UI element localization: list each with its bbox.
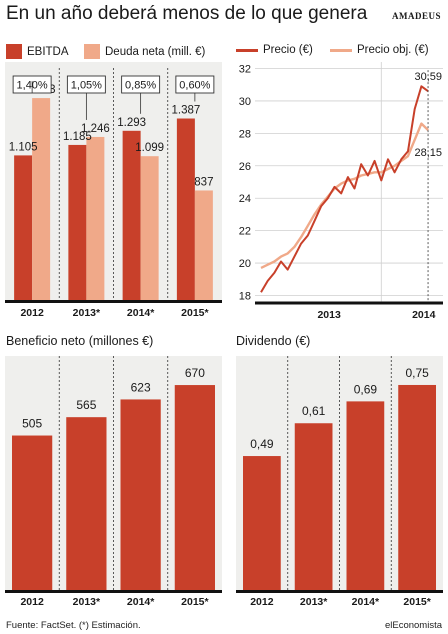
x-tick-label: 2013 <box>317 309 341 321</box>
y-tick-label: 28 <box>239 128 251 140</box>
x-tick-label: 2012 <box>20 596 44 608</box>
legend-swatch-deuda <box>84 44 100 59</box>
ebitda-panel <box>5 62 222 300</box>
dividendo-axis-rule <box>236 590 443 593</box>
x-tick-label: 2013* <box>73 596 101 608</box>
page-title: En un año deberá menos de lo que genera <box>6 3 368 24</box>
brand-logo: amadeus <box>391 7 441 22</box>
x-tick-label: 2015* <box>181 307 209 319</box>
source-note: Fuente: FactSet. (*) Estimación. <box>6 620 141 631</box>
publisher-credit: elEconomista <box>384 620 442 631</box>
ebitda-axis-rule <box>5 300 222 303</box>
legend-label-precio: Precio (€) <box>263 44 313 56</box>
legend-label-precio-obj: Precio obj. (€) <box>357 44 429 56</box>
precio-obj-line <box>260 122 429 269</box>
x-tick-label: 2014* <box>352 596 380 608</box>
dividendo-panel <box>236 356 443 590</box>
legend-deuda: Deuda neta (mill. €) <box>84 44 205 59</box>
precio-line <box>260 85 429 293</box>
precio-end-label: 30,59 <box>414 71 442 83</box>
beneficio-title: Beneficio neto (millones €) <box>6 334 154 348</box>
legend-swatch-ebitda <box>6 44 22 59</box>
y-tick-label: 26 <box>239 161 251 173</box>
legend-label-deuda: Deuda neta (mill. €) <box>105 45 206 58</box>
x-tick-label: 2014 <box>412 309 436 321</box>
precio-plot-area <box>255 62 443 302</box>
x-tick-label: 2012 <box>20 307 44 319</box>
y-tick-label: 32 <box>239 63 251 75</box>
y-tick-label: 24 <box>239 193 251 205</box>
y-tick-label: 20 <box>239 258 251 270</box>
x-tick-label: 2013* <box>300 596 328 608</box>
y-tick-label: 18 <box>239 291 251 303</box>
x-tick-label: 2015* <box>181 596 209 608</box>
legend-precio: Precio (€) <box>236 44 313 56</box>
beneficio-panel <box>5 356 222 590</box>
y-tick-label: 22 <box>239 226 251 238</box>
x-tick-label: 2012 <box>250 596 274 608</box>
beneficio-axis-rule <box>5 590 222 593</box>
y-tick-label: 30 <box>239 96 251 108</box>
x-tick-label: 2014* <box>127 307 155 319</box>
legend-label-ebitda: EBITDA <box>27 45 69 58</box>
x-tick-label: 2015* <box>403 596 431 608</box>
dividendo-title: Dividendo (€) <box>236 334 311 348</box>
legend-ebitda: EBITDA <box>6 44 69 59</box>
legend-line-precio <box>236 48 258 52</box>
x-tick-label: 2014* <box>127 596 155 608</box>
legend-precio-obj: Precio obj. (€) <box>330 44 429 56</box>
precio-obj-end-label: 28,15 <box>414 147 442 159</box>
legend-line-precio-obj <box>330 48 352 52</box>
x-tick-label: 2013* <box>73 307 101 319</box>
